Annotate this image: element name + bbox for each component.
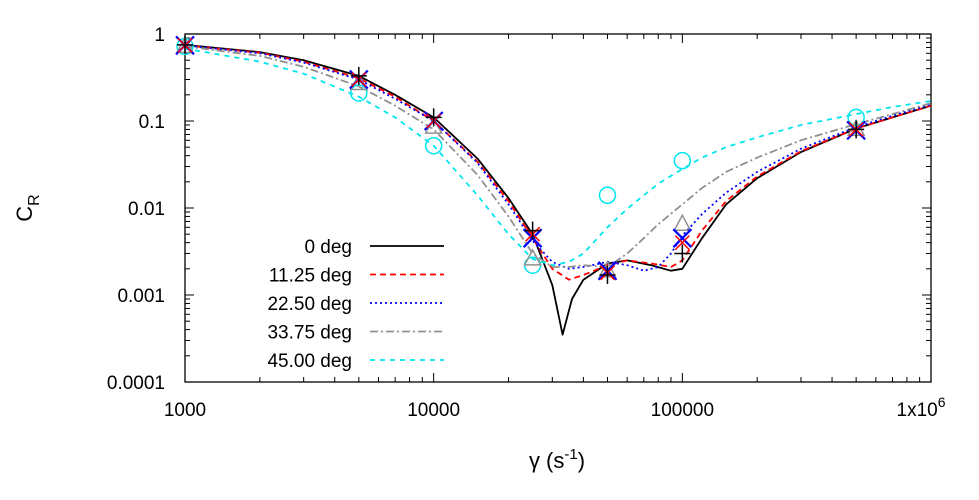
series-line-4	[184, 47, 932, 267]
data-point-0	[425, 108, 442, 127]
marker-stroke	[672, 228, 693, 248]
markers-layer	[175, 35, 866, 284]
x-tick-label: 1000	[164, 400, 206, 421]
legend-label: 22.50 deg	[267, 294, 352, 315]
series-line-1	[184, 44, 932, 281]
legend-label: 33.75 deg	[267, 323, 352, 344]
y-tick-label: 0.0001	[107, 373, 165, 394]
legend-label: 0 deg	[304, 237, 352, 258]
y-tick-label: 0.01	[128, 199, 165, 220]
data-point-0	[848, 120, 865, 139]
x-tick-label: 100000	[651, 400, 714, 421]
data-point-1	[674, 235, 690, 251]
series-line-2	[184, 44, 932, 272]
x-tick-label: 1x106	[897, 394, 946, 421]
data-point-0	[674, 244, 691, 263]
data-point-4	[673, 151, 692, 170]
data-point-2	[672, 228, 693, 248]
data-point-0	[350, 66, 367, 85]
data-point-4	[350, 84, 368, 102]
data-point-0	[524, 221, 541, 240]
data-point-0	[177, 35, 193, 54]
x-tick-label-text: 10000	[407, 400, 460, 421]
y-tick-label: 0.001	[117, 286, 165, 307]
y-tick-label: 0.1	[139, 112, 165, 133]
x-axis-label: γ (s-1)	[529, 446, 585, 473]
x-tick-label-text: 100000	[651, 400, 714, 421]
ticks-layer: 1000 10000 100000 1x106 1 0.1 0.01 0.001 0.0001	[107, 25, 946, 421]
legend: 0 deg 11.25 deg 22.50 deg 33.75 deg 45.00 de…	[267, 237, 444, 372]
x-tick-label-text: 1x10	[897, 400, 938, 421]
data-point-3	[673, 213, 692, 232]
x-tick-label-sup: 6	[938, 394, 946, 410]
series-line-3	[184, 45, 932, 268]
data-point-3	[523, 248, 542, 266]
legend-label: 45.00 deg	[267, 351, 352, 372]
series-line-0	[184, 44, 932, 336]
legend-label: 11.25 deg	[269, 266, 352, 287]
y-tick-label: 1	[154, 25, 165, 46]
x-tick-label: 10000	[407, 400, 460, 421]
y-axis-label: CR	[12, 194, 43, 221]
marker-stroke	[674, 235, 690, 251]
data-point-4	[424, 136, 443, 155]
data-point-0	[599, 265, 616, 284]
data-point-4	[598, 186, 617, 205]
series-layer	[184, 44, 932, 336]
x-tick-label-text: 1000	[164, 400, 206, 421]
